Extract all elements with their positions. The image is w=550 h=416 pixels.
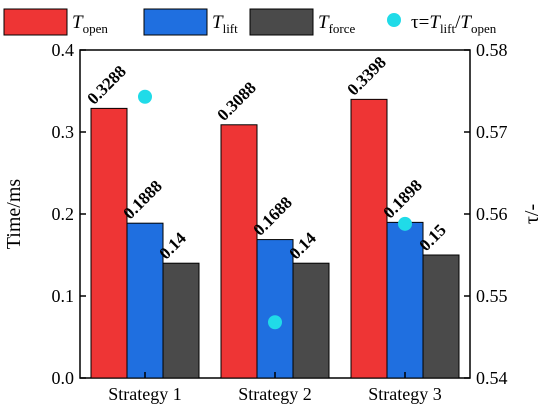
y-tick-label-3: 0.3 <box>52 122 75 142</box>
bar-lift-2 <box>256 239 294 379</box>
legend-label-lift: Tlift <box>212 12 238 36</box>
bar-open-1 <box>90 107 128 379</box>
data-label-open-1: 0.3288 <box>83 62 129 108</box>
tau-point-3 <box>398 216 412 231</box>
y-tick-label-0: 0.0 <box>52 368 75 388</box>
tau-point-1 <box>138 89 152 104</box>
legend-label-tau: τ=Tlift/Topen <box>411 12 497 36</box>
y-tick-label-2: 0.2 <box>52 204 75 224</box>
y-axis-title-right: τ/- <box>521 204 543 224</box>
legend-swatch-open <box>3 8 68 36</box>
legend-label-force: Tforce <box>318 12 356 36</box>
y2-tick-label-4: 0.58 <box>476 40 508 60</box>
bar-force-1 <box>162 262 200 379</box>
x-tick-label-1: Strategy 1 <box>108 384 182 404</box>
y-tick-label-1: 0.1 <box>52 286 75 306</box>
legend-label-open: Topen <box>72 12 108 36</box>
y2-tick-label-3: 0.57 <box>476 122 508 142</box>
legend-marker-tau <box>387 13 401 27</box>
bar-lift-3 <box>386 221 424 379</box>
tau-point-2 <box>268 315 282 330</box>
y-tick-label-4: 0.4 <box>52 40 75 60</box>
x-tick-label-2: Strategy 2 <box>238 384 312 404</box>
y2-tick-label-1: 0.55 <box>476 286 508 306</box>
x-tick-label-3: Strategy 3 <box>368 384 442 404</box>
bar-open-3 <box>350 98 388 379</box>
bar-force-3 <box>422 254 460 379</box>
bar-open-2 <box>220 124 258 379</box>
y-axis-title: Time/ms <box>3 179 25 250</box>
data-label-open-3: 0.3398 <box>343 53 389 99</box>
y2-tick-label-2: 0.56 <box>476 204 508 224</box>
legend: Topen Tlift Tforce τ=Tlift/Topen <box>3 8 497 36</box>
legend-swatch-force <box>249 8 314 36</box>
data-label-open-2: 0.3088 <box>213 78 259 124</box>
legend-swatch-lift <box>143 8 208 36</box>
y2-tick-label-0: 0.54 <box>476 368 508 388</box>
bar-force-2 <box>292 262 330 379</box>
